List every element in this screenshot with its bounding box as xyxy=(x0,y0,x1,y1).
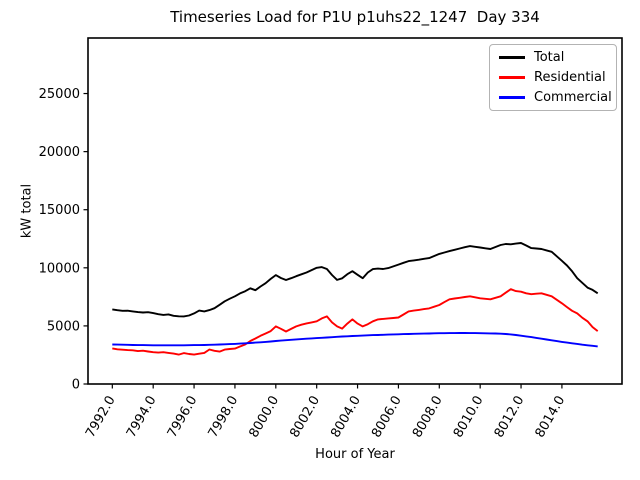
legend-item-commercial: Commercial xyxy=(490,88,616,108)
x-tick-label: 8006.0 xyxy=(369,394,405,441)
y-tick-label: 10000 xyxy=(39,261,80,276)
legend: Total Residential Commercial xyxy=(489,44,617,111)
x-tick-label: 8014.0 xyxy=(533,394,569,441)
x-tick-label: 7998.0 xyxy=(206,394,242,441)
x-tick-label: 7992.0 xyxy=(83,394,119,441)
x-tick-label: 8000.0 xyxy=(247,394,283,441)
legend-item-total: Total xyxy=(490,47,616,67)
x-tick-label: 8008.0 xyxy=(410,394,446,441)
y-tick-label: 0 xyxy=(72,378,80,393)
x-tick-label: 8010.0 xyxy=(451,394,487,441)
y-tick-label: 25000 xyxy=(39,87,80,102)
legend-item-residential: Residential xyxy=(490,67,616,87)
legend-line-residential xyxy=(499,75,525,79)
series-line-residential xyxy=(112,288,599,356)
legend-label-commercial: Commercial xyxy=(534,90,612,106)
x-tick-label: 8012.0 xyxy=(492,394,528,441)
x-tick-label: 7996.0 xyxy=(165,394,201,441)
legend-label-total: Total xyxy=(534,49,565,65)
y-tick-label: 20000 xyxy=(39,145,80,160)
axes-border xyxy=(87,37,623,385)
legend-line-total xyxy=(499,55,525,59)
series-line-commercial xyxy=(112,332,598,348)
x-tick-label: 8002.0 xyxy=(287,394,323,441)
y-tick-label: 15000 xyxy=(39,203,80,218)
series-line-total xyxy=(112,242,599,318)
chart-title: Timeseries Load for P1U p1uhs22_1247 Day… xyxy=(170,8,540,26)
x-tick-label: 7994.0 xyxy=(124,394,160,441)
legend-label-residential: Residential xyxy=(534,69,606,85)
y-tick-label: 5000 xyxy=(47,319,80,334)
x-axis-label: Hour of Year xyxy=(315,447,395,462)
legend-line-commercial xyxy=(499,96,525,100)
x-tick-label: 8004.0 xyxy=(328,394,364,441)
